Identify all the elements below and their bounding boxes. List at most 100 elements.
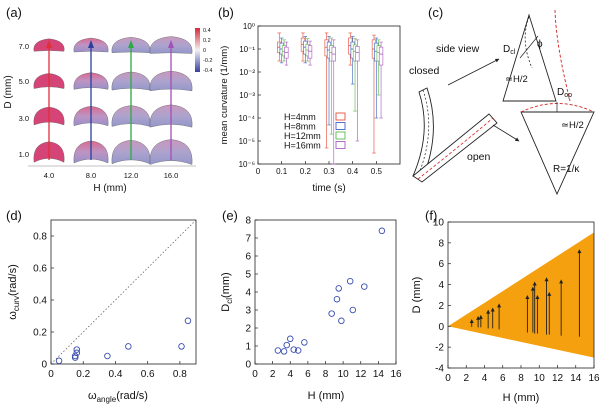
- panel-a-label: (a): [6, 5, 22, 20]
- f-ytick-label: 10: [433, 218, 445, 229]
- d-xtick-label: 0.2: [76, 369, 90, 380]
- b-ytick-label: 10⁰: [243, 22, 255, 31]
- f-ytick-label: 4: [438, 280, 444, 291]
- panel-f-wedge: [448, 232, 594, 358]
- d-xtick-label: 0.6: [141, 369, 155, 380]
- scatter-point: [301, 339, 308, 346]
- scatter-point: [290, 346, 298, 353]
- e-xtick-label: 10: [338, 369, 350, 380]
- scatter-point: [333, 295, 341, 303]
- growth-arrow-head: [530, 286, 535, 291]
- panel-a-xtick-4: 16.0: [164, 171, 179, 180]
- growth-arrow-head: [490, 307, 495, 312]
- panel-a-cbar-tick-1: 0.4: [203, 28, 211, 34]
- growth-arrow-head: [168, 40, 174, 48]
- f-ytick-label: 0: [438, 322, 444, 333]
- growth-arrow-head: [46, 40, 52, 48]
- panel-d-reference-line: [50, 219, 197, 365]
- b-ytick-label: 10⁻¹: [239, 45, 255, 54]
- f-xtick-label: 16: [588, 373, 600, 384]
- panel-b-boxes: [277, 32, 384, 165]
- scatter-point: [55, 357, 63, 365]
- panel-a-colorbar-ticks: 0.4 0.2 0 -0.2 -0.4: [203, 28, 212, 74]
- e-xtick-label: 12: [355, 369, 367, 380]
- growth-arrow-head: [544, 277, 549, 282]
- e-ytick-label: 0: [245, 360, 251, 371]
- scatter-point: [335, 285, 342, 292]
- panel-a-xtick-2: 8.0: [86, 171, 96, 180]
- scatter-point: [125, 343, 132, 350]
- panel-f-xlabel: H (mm): [503, 392, 540, 404]
- panel-d-xlabel: ωangle(rad/s): [88, 390, 148, 404]
- panel-d-ylabel: ωcurv(rad/s): [7, 264, 21, 320]
- open-strip-centerline: [417, 117, 494, 180]
- e-ytick-label: 1: [245, 342, 251, 353]
- panel-c-label: (c): [428, 5, 443, 20]
- scatter-point: [73, 349, 81, 357]
- panel-f-arrows: [469, 249, 582, 337]
- panel-c-closed: closed: [409, 65, 440, 77]
- e-ytick-label: 4: [245, 288, 251, 299]
- e-xtick-label: 6: [305, 369, 311, 380]
- scatter-point: [294, 347, 302, 354]
- e-xtick-label: 8: [323, 369, 329, 380]
- f-xtick-label: 12: [552, 373, 564, 384]
- legend-label: H=8mm: [284, 122, 316, 132]
- b-xtick-label: 0.1: [276, 167, 288, 176]
- scatter-point: [361, 283, 368, 290]
- d-ytick-label: 0.6: [33, 264, 47, 275]
- scatter-point: [280, 348, 288, 355]
- panel-f-label: (f): [425, 208, 437, 223]
- f-ytick-label: -2: [435, 343, 444, 354]
- b-ytick-label: 10⁻⁵: [239, 137, 255, 146]
- legend-label: H=4mm: [284, 112, 316, 122]
- scatter-point: [104, 352, 111, 360]
- panel-c-phi: ϕ: [537, 39, 543, 50]
- pointer-closed-arrow: [447, 58, 500, 86]
- legend-swatch: [335, 141, 346, 149]
- panel-a-x-ticks: 4.0 8.0 12.0 16.0: [44, 171, 179, 180]
- f-xtick-label: 0: [445, 373, 451, 384]
- panel-a-ytick-1: 1.0: [19, 150, 29, 159]
- growth-arrow-head: [88, 40, 94, 48]
- b-ytick-label: 10⁻⁴: [238, 114, 255, 123]
- panel-e-frame: [254, 219, 397, 365]
- legend-swatch: [335, 131, 346, 140]
- panel-b-ylabel: mean curvature (1/mm): [219, 46, 230, 145]
- scatter-point: [274, 347, 282, 354]
- growth-arrow-head: [478, 314, 483, 319]
- closed-triangle: [502, 13, 557, 102]
- scatter-point: [73, 346, 81, 353]
- panel-a-xtick-3: 12.0: [124, 171, 139, 180]
- panel-a-shells: [33, 36, 193, 165]
- panel-a-colorbar: [195, 28, 200, 72]
- d-ytick-label: 0.8: [33, 232, 47, 243]
- panel-a-ylabel: D (mm): [3, 75, 14, 108]
- f-xtick-label: 6: [500, 373, 506, 384]
- f-xtick-label: 8: [518, 373, 524, 384]
- open-red-arc: [520, 103, 595, 113]
- panel-f-ylabel: D (mm): [411, 277, 423, 314]
- e-ytick-label: 6: [245, 252, 251, 263]
- scatter-point: [346, 277, 354, 285]
- closed-strip-centerline: [416, 89, 430, 179]
- b-xtick-label: 0.3: [323, 167, 335, 176]
- b-xtick-label: 0.5: [371, 167, 383, 176]
- panel-a-cbar-tick-4: -0.2: [203, 58, 212, 64]
- panel-b: (b) 0 0.1 0.2 0.3 0.4 0.5 10⁰ 10⁻¹ 10⁻² 10⁻³ 10⁻⁴ 1…: [218, 5, 401, 194]
- panel-d: (d) 0 0.2 0.4 0.6 0.8 0 0.2 0.4 0.6 0.8 ωangle(ra…: [6, 208, 197, 404]
- e-xtick-label: 14: [373, 369, 385, 380]
- e-ytick-label: 7: [245, 234, 251, 245]
- panel-e-ylabel: Dcl(mm): [220, 272, 234, 311]
- e-xtick-label: 2: [270, 369, 276, 380]
- growth-arrow-head: [547, 291, 552, 296]
- growth-arrow-head: [469, 318, 474, 323]
- panel-c: (c) side view closed open Dcl ϕ ≃H/2 Dop…: [409, 5, 595, 196]
- e-ytick-label: 2: [245, 324, 251, 335]
- d-xtick-label: 0.4: [108, 369, 122, 380]
- f-xtick-label: 14: [570, 373, 582, 384]
- panel-a-ytick-3: 5.0: [19, 77, 29, 86]
